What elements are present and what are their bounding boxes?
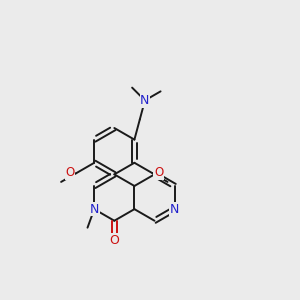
Text: O: O — [65, 166, 75, 179]
Text: N: N — [90, 202, 99, 216]
Text: O: O — [110, 234, 119, 247]
Text: N: N — [170, 202, 179, 216]
Text: N: N — [140, 94, 150, 107]
Text: O: O — [154, 166, 163, 179]
